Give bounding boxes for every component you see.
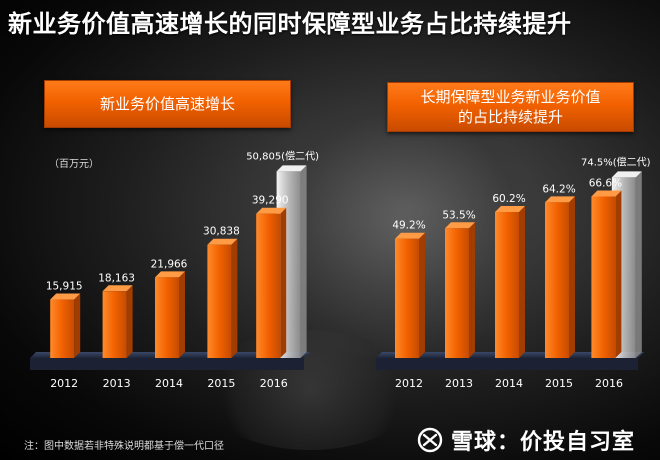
left-chart-data-label: 21,966 [151, 258, 188, 270]
right-chart-bar [445, 228, 469, 358]
right-chart-bar [495, 212, 519, 358]
right-chart-bar-side [519, 206, 525, 358]
brand-watermark: 雪球：价投自习室 [417, 424, 635, 456]
left-chart-bar-side [280, 207, 287, 358]
right-chart-data-label: 49.2% [392, 220, 425, 232]
left-chart-bar [256, 213, 281, 358]
right-chart-data-label: 66.6% [589, 177, 622, 189]
right-chart-ghost-label: 74.5%(偿二代) [581, 155, 651, 168]
right-chart-tick-label: 2013 [445, 377, 473, 390]
left-chart-bar-top [256, 207, 287, 214]
left-chart-header: 新业务价值高速增长 [44, 80, 291, 128]
left-chart-ghost-label: 50,805(偿二代) [246, 149, 319, 162]
left-chart-ghost-bar-top [276, 165, 307, 172]
left-chart-bar-side [179, 271, 185, 358]
right-chart-bar [591, 196, 616, 358]
right-chart-tick-label: 2014 [495, 377, 523, 390]
left-chart-tick-label: 2015 [207, 377, 235, 390]
snowball-logo-icon [417, 427, 443, 453]
left-chart-bar-top [50, 293, 81, 300]
left-chart-tick-label: 2014 [155, 377, 183, 390]
left-chart-tick-label: 2012 [50, 377, 78, 390]
right-chart-bar [545, 202, 569, 358]
right-chart-bar-top [591, 190, 622, 197]
right-chart-data-label: 60.2% [492, 193, 525, 205]
left-chart-bar-side [126, 285, 133, 358]
left-chart-bar-top [207, 238, 238, 245]
right-chart-data-label: 64.2% [542, 183, 575, 195]
left-chart-data-label: 18,163 [98, 272, 135, 284]
left-chart-tick-label: 2013 [103, 377, 131, 390]
left-chart-tick-label: 2016 [260, 377, 288, 390]
right-chart-bar-top [445, 222, 475, 229]
right-chart-bar-top [545, 196, 575, 203]
left-chart-data-label: 30,838 [203, 226, 240, 238]
left-chart-bar [207, 244, 232, 358]
left-chart-bar-top [155, 271, 185, 278]
right-chart-bar-top [495, 206, 525, 213]
right-chart-bar-side [419, 232, 425, 358]
left-chart-title: 新业务价值高速增长 [99, 95, 235, 113]
right-chart-data-label: 53.5% [442, 209, 475, 221]
right-chart-header: 长期保障型业务新业务价值 的占比持续提升 [387, 82, 634, 132]
right-chart-tick-label: 2012 [395, 377, 423, 390]
page-title: 新业务价值高速增长的同时保障型业务占比持续提升 [8, 10, 572, 38]
left-chart-bar-top [102, 285, 133, 292]
right-chart-ghost-bar-side [635, 171, 642, 358]
left-chart-bar [155, 277, 179, 358]
left-chart-bar-side [231, 238, 238, 358]
right-chart-bar-side [469, 222, 475, 358]
right-chart-bar [395, 238, 419, 358]
right-chart-ghost-bar-top [611, 171, 642, 178]
right-chart-bar-side [615, 190, 622, 358]
left-chart-ghost-bar-side [300, 165, 307, 358]
left-chart-unit: （百万元） [49, 159, 99, 170]
left-chart-data-label: 39,290 [252, 195, 289, 207]
right-chart-title-line2: 的占比持续提升 [457, 108, 563, 126]
left-chart-bar [50, 299, 75, 358]
right-chart-tick-label: 2016 [595, 377, 623, 390]
right-chart-bar-top [395, 232, 425, 239]
brand-name: 雪球：价投自习室 [451, 430, 636, 455]
left-chart-bar [102, 291, 127, 358]
left-chart-floor-front [30, 358, 304, 370]
footnote: 注：图中数据若非特殊说明都基于偿一代口径 [24, 441, 224, 452]
right-chart-bar-side [569, 196, 575, 358]
right-chart-tick-label: 2015 [545, 377, 573, 390]
left-chart-data-label: 15,915 [46, 281, 83, 293]
right-chart-floor-front [376, 358, 638, 370]
right-chart-title-line1: 长期保障型业务新业务价值 [420, 88, 601, 106]
left-chart-bar-side [74, 293, 81, 358]
